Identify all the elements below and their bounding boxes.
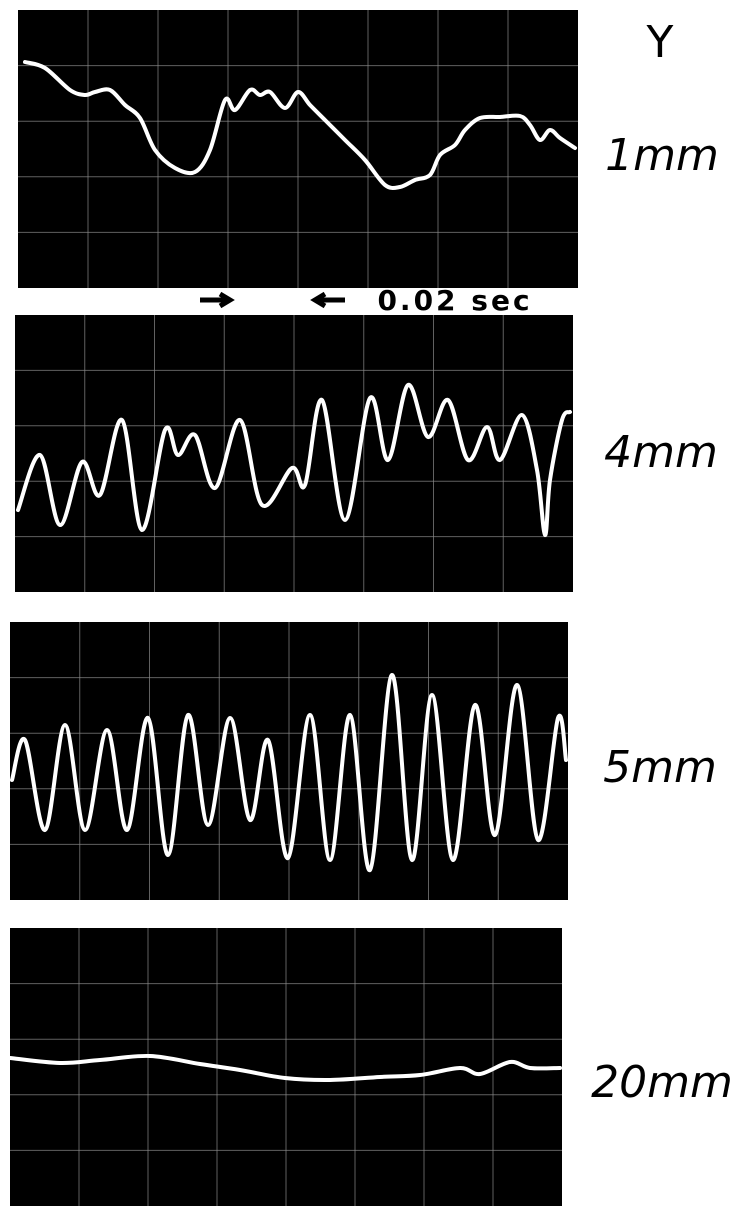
panel-label: 5mm [603, 742, 717, 793]
panel-label: 20mm [591, 1057, 733, 1108]
arrow [310, 291, 345, 309]
arrow [200, 291, 235, 309]
axis-label: Y [646, 17, 674, 68]
time-marker: 0.02 sec [377, 284, 532, 317]
panel-label: 4mm [604, 427, 718, 478]
trace [8, 1053, 562, 1083]
trace [10, 672, 568, 873]
panel-label: 1mm [605, 130, 719, 181]
traces [8, 60, 577, 1083]
trace [16, 382, 572, 538]
trace [23, 60, 577, 190]
